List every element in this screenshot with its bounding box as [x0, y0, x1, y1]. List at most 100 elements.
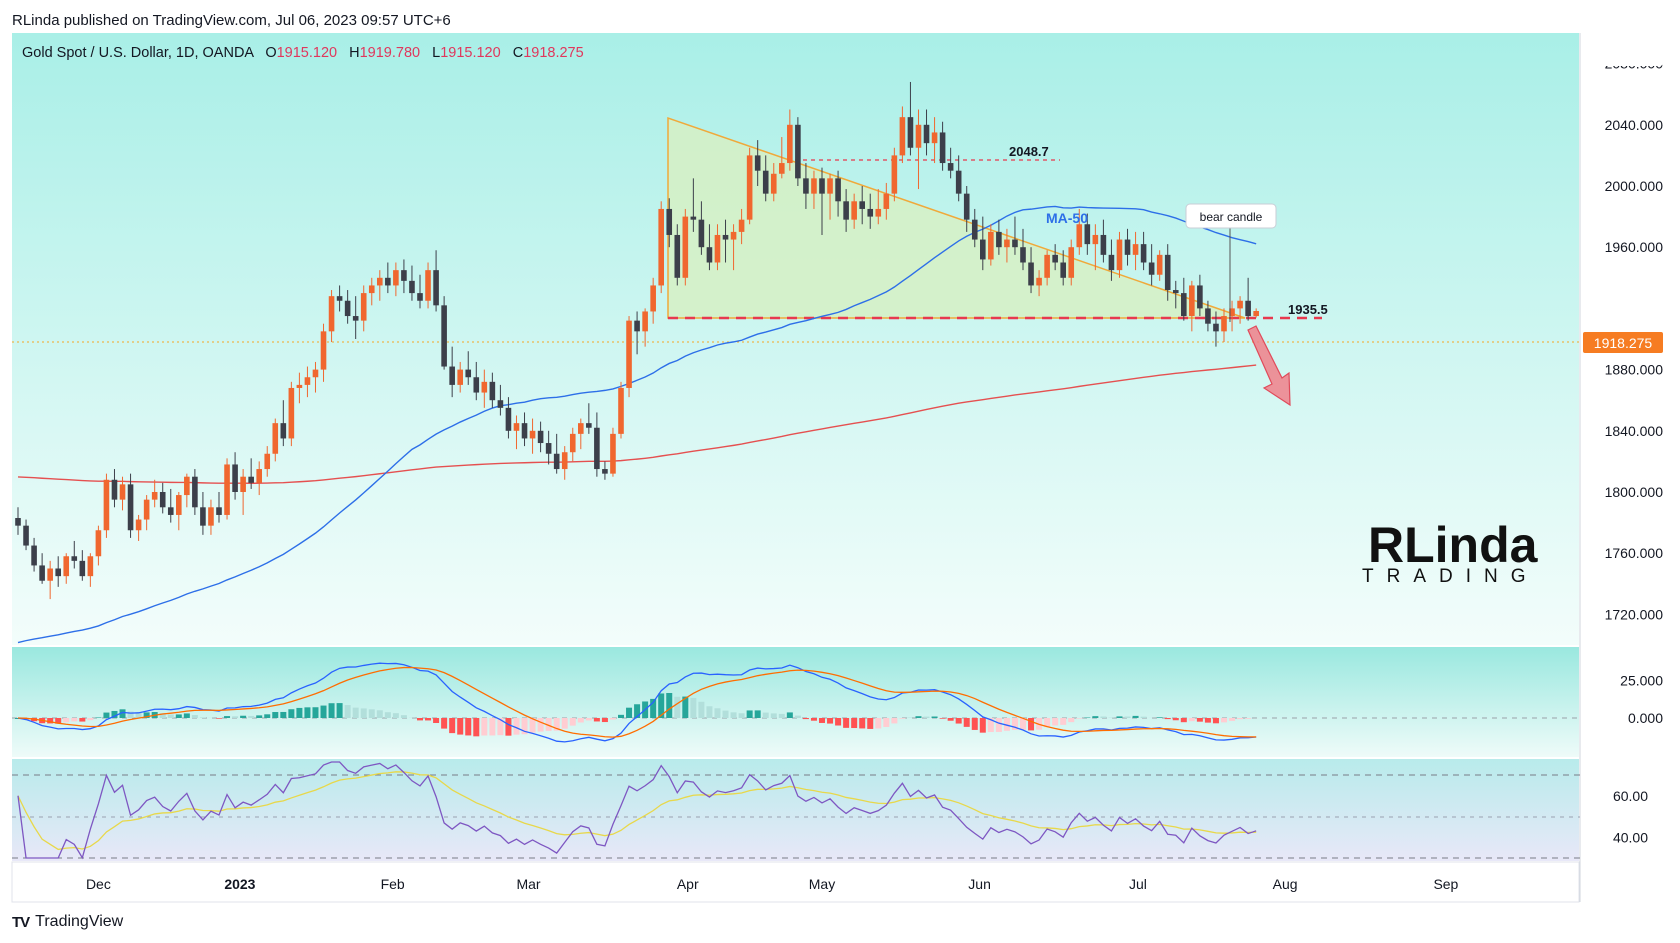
bear-candle-callout[interactable]: bear candle [1185, 203, 1277, 322]
footer[interactable]: TV TradingView [12, 913, 123, 931]
candle [586, 403, 592, 434]
candle [280, 400, 287, 447]
candle-body [216, 507, 222, 515]
candle [819, 167, 825, 235]
macd-histogram-bar [167, 714, 174, 718]
candle [344, 290, 351, 324]
macd-indicator [15, 662, 1260, 743]
candle-body [1084, 224, 1091, 245]
macd-histogram-bar [1116, 716, 1123, 718]
candle [795, 117, 801, 186]
candle-body [224, 464, 230, 515]
price-axis[interactable]: 1720.000 1760.000 1800.000 1840.000 1880.000… [1605, 56, 1664, 623]
macd-histogram-bar [682, 696, 689, 718]
macd-histogram-bar [143, 712, 150, 718]
candle [1253, 308, 1259, 318]
candle-body [610, 433, 616, 474]
candle-body [915, 124, 922, 148]
forecast-down-arrow[interactable] [1247, 325, 1291, 407]
price-tick-label: 1840.000 [1605, 423, 1664, 439]
macd-axis: 25.000 0.000 [1620, 673, 1663, 727]
time-axis[interactable]: Dec 2023 Feb Mar Apr May Jun Jul Aug Sep [86, 876, 1459, 892]
macd-histogram-bar [979, 718, 986, 733]
candle [907, 81, 914, 156]
candle-body [489, 381, 496, 401]
macd-histogram-bar [995, 718, 1002, 732]
candle [658, 201, 664, 294]
macd-histogram-bar [955, 718, 962, 724]
time-tick-label: Sep [1433, 876, 1458, 892]
candle-body [1036, 277, 1042, 286]
candle [288, 381, 295, 447]
macd-histogram-bar [883, 718, 890, 727]
rsi-tick-label: 40.00 [1613, 829, 1648, 845]
macd-histogram-bar [577, 718, 584, 723]
candle [497, 384, 504, 416]
macd-histogram-bar [240, 715, 247, 718]
macd-histogram-bar [473, 718, 480, 737]
callout-text: bear candle [1200, 210, 1263, 224]
macd-histogram-bar [867, 718, 874, 729]
macd-histogram-bar [1060, 718, 1067, 725]
candle-body [368, 285, 375, 294]
candle [1084, 213, 1091, 255]
candle [1205, 300, 1211, 332]
candle [642, 308, 648, 347]
macd-histogram-bar [256, 715, 263, 718]
candle [594, 412, 600, 477]
candle [1132, 231, 1139, 271]
candle-body [971, 219, 978, 240]
candle [312, 361, 319, 393]
candle [835, 170, 841, 217]
candle [1060, 250, 1066, 286]
candle-body [1197, 285, 1203, 309]
candle-body [618, 387, 624, 434]
candle [867, 193, 874, 229]
candle-body [159, 492, 166, 508]
time-tick-label: Mar [516, 876, 540, 892]
macd-histogram-bar [722, 710, 729, 718]
candle [610, 427, 616, 477]
candle-body [963, 193, 970, 220]
candle-body [706, 247, 713, 263]
candle [1213, 311, 1219, 347]
macd-histogram-bar [360, 708, 367, 718]
candle [1100, 219, 1107, 263]
macd-histogram-bar [891, 718, 898, 724]
candle-body [650, 285, 656, 312]
candle-body [409, 280, 415, 294]
candle-body [851, 201, 857, 220]
macd-histogram-bar [778, 713, 785, 718]
macd-histogram-bar [400, 715, 407, 718]
candle [971, 208, 978, 248]
candle [1164, 244, 1171, 301]
candle [304, 366, 311, 398]
candle-body [955, 170, 962, 194]
macd-histogram-bar [352, 707, 359, 718]
macd-histogram-bar [288, 709, 295, 718]
macd-histogram-bar [794, 715, 801, 718]
candle-body [1100, 234, 1107, 255]
candle-body [433, 270, 439, 306]
candle [1036, 270, 1042, 297]
candle-body [441, 305, 447, 367]
candle-body [1213, 323, 1219, 332]
candle [47, 560, 53, 600]
macd-histogram-bar [1020, 718, 1026, 730]
macd-histogram-bar [609, 718, 616, 720]
candle-body [883, 193, 890, 209]
macd-histogram-bar [1196, 718, 1203, 722]
candle [1052, 244, 1058, 271]
candle [996, 219, 1002, 255]
macd-histogram-bar [963, 718, 970, 727]
candle [1140, 231, 1147, 271]
corner-box [1585, 38, 1663, 66]
candle [1197, 274, 1203, 317]
macd-histogram-bar [79, 718, 86, 722]
candle [352, 296, 359, 339]
macd-histogram-bar [199, 717, 206, 718]
candle-body [336, 296, 343, 301]
candle [626, 316, 632, 398]
candle [1012, 216, 1018, 255]
